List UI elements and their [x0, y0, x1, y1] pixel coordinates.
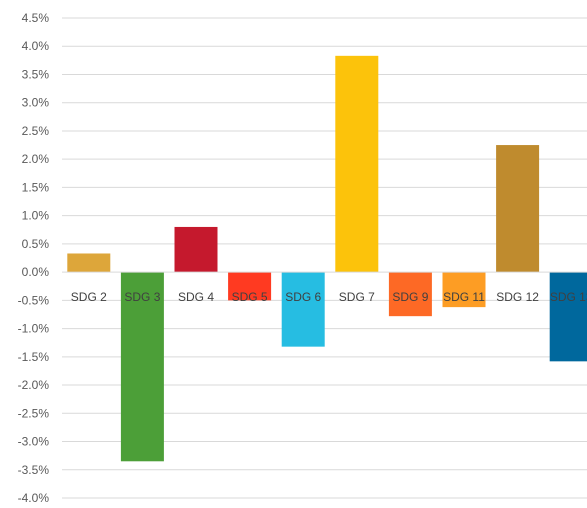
x-tick-label: SDG 4	[178, 290, 214, 304]
bar-sdg-2	[67, 253, 111, 273]
y-tick-label: -1.0%	[18, 322, 50, 336]
y-tick-label: 2.5%	[22, 124, 50, 138]
bar-sdg-3	[120, 272, 164, 462]
x-tick-label: SDG 7	[339, 290, 375, 304]
x-tick-label: SDG 11	[443, 290, 485, 304]
y-tick-label: 1.5%	[22, 180, 50, 194]
x-axis-labels: SDG 2 SDG 3 SDG 4 SDG 5 SDG 6 SDG 7 SDG 9 SDG 1…	[71, 290, 587, 304]
x-tick-label: SDG 3	[124, 290, 160, 304]
y-tick-label: -3.0%	[18, 435, 50, 449]
bar-sdg-9	[388, 272, 432, 317]
y-tick-label: 2.0%	[22, 152, 50, 166]
bar-sdg-4	[174, 226, 218, 273]
bar-sdg-13	[549, 272, 587, 362]
y-tick-label: 3.5%	[22, 67, 50, 81]
y-tick-label: -2.5%	[18, 406, 50, 420]
bar-sdg-11	[442, 272, 486, 308]
y-tick-label: 1.0%	[22, 209, 50, 223]
y-tick-label: 4.0%	[22, 39, 50, 53]
bar-sdg-6	[281, 272, 325, 347]
y-tick-label: 3.0%	[22, 96, 50, 110]
y-tick-label: -1.5%	[18, 350, 50, 364]
x-tick-label: SDG 12	[496, 290, 539, 304]
bar-sdg-12	[496, 145, 540, 273]
x-tick-label: SDG 6	[285, 290, 321, 304]
x-tick-label: SDG 9	[392, 290, 428, 304]
y-tick-label: 0.0%	[22, 265, 50, 279]
y-tick-label: 4.5%	[22, 11, 50, 25]
y-tick-label: -2.0%	[18, 378, 50, 392]
bars	[67, 55, 587, 462]
bar-sdg-7	[335, 55, 379, 273]
y-tick-label: -0.5%	[18, 293, 50, 307]
y-tick-label: -3.5%	[18, 463, 50, 477]
y-axis-ticks: 4.5% 4.0% 3.5% 3.0% 2.5% 2.0% 1.5% 1.0% 0.5% 0.0%…	[18, 11, 50, 505]
y-tick-label: -4.0%	[18, 491, 50, 503]
x-tick-label: SDG 2	[71, 290, 107, 304]
y-tick-label: 0.5%	[22, 237, 50, 251]
x-tick-label: SDG 13	[550, 290, 587, 304]
x-tick-label: SDG 5	[232, 290, 268, 304]
bar-sdg-5	[228, 272, 272, 301]
